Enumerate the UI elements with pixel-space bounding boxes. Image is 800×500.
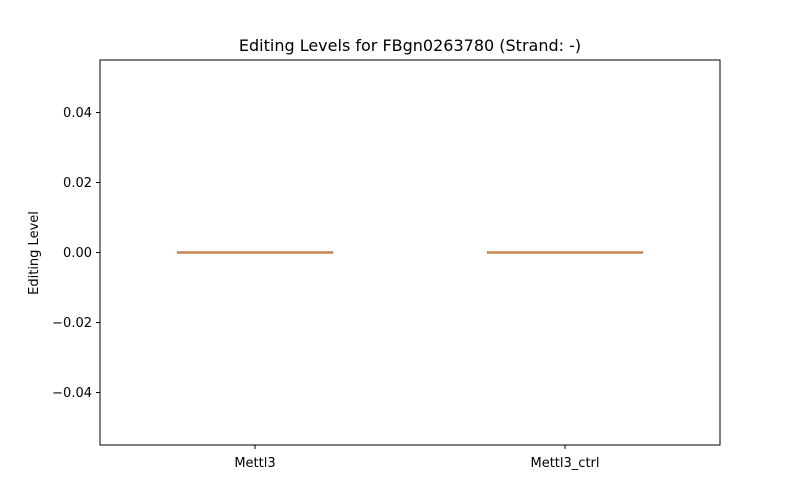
x-tick-label: Mettl3 (234, 456, 275, 471)
chart-title: Editing Levels for FBgn0263780 (Strand: … (239, 36, 581, 55)
box-series (177, 251, 643, 254)
x-tick-label: Mettl3_ctrl (531, 456, 600, 471)
y-tick-label: −0.04 (52, 386, 92, 401)
y-tick-label: 0.04 (63, 106, 92, 121)
y-tick-label: 0.00 (63, 246, 92, 261)
y-tick-label: −0.02 (52, 316, 92, 331)
y-axis-ticks: −0.04 −0.02 0.00 0.02 0.04 (52, 106, 100, 401)
x-axis-ticks: Mettl3 Mettl3_ctrl (234, 445, 600, 471)
y-axis-label: Editing Level (27, 211, 42, 295)
y-tick-label: 0.02 (63, 176, 92, 191)
box-mettl3-ctrl (487, 251, 643, 254)
box-mettl3 (177, 251, 333, 254)
